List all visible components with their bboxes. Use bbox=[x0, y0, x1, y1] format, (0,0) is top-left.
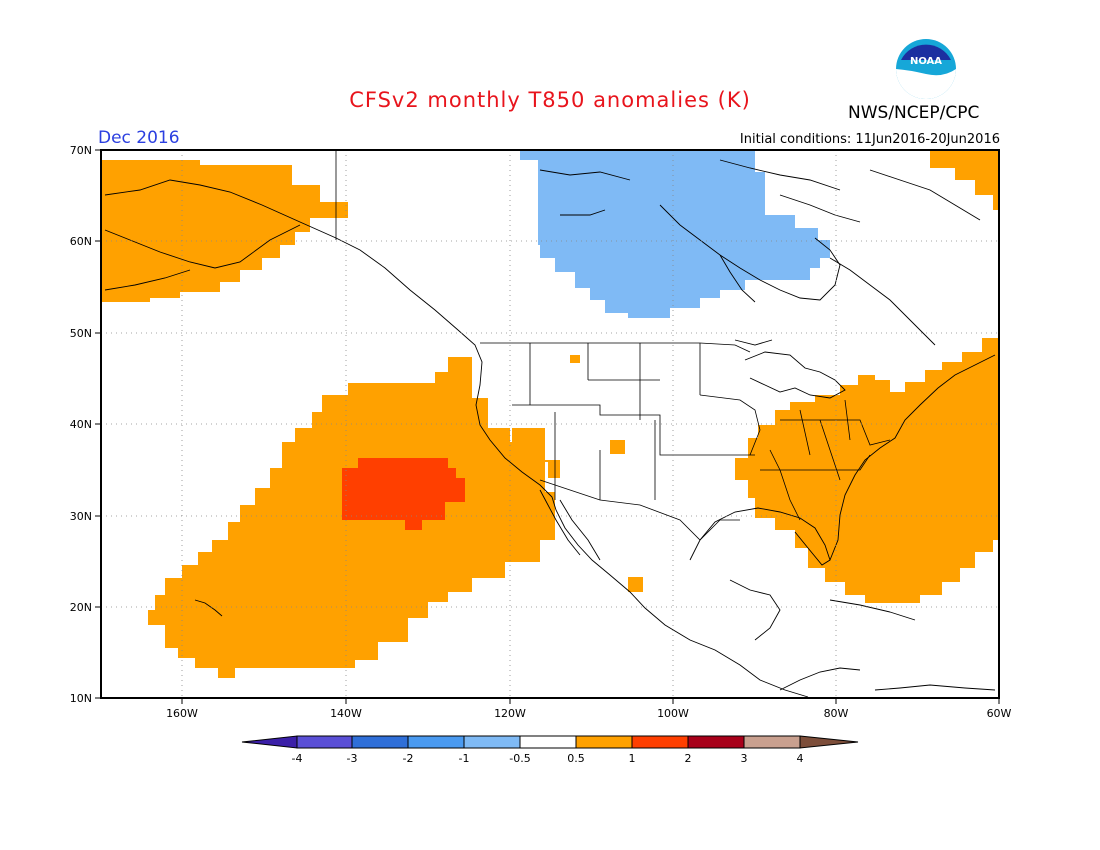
hot-anomaly-pacific bbox=[342, 458, 465, 530]
colorbar-swatch-4 bbox=[463, 735, 521, 749]
colorbar-swatch-8 bbox=[687, 735, 745, 749]
axis-ticks bbox=[95, 149, 1000, 704]
lon-label-160w: 160W bbox=[166, 707, 198, 720]
colorbar-label-2: 2 bbox=[685, 752, 692, 765]
colorbar-label-neg05: -0.5 bbox=[509, 752, 530, 765]
noaa-logo-text: NOAA bbox=[910, 56, 942, 67]
warm-patch-mexico bbox=[628, 577, 643, 592]
colorbar-label-1: 1 bbox=[629, 752, 636, 765]
warm-anomaly-alaska bbox=[101, 160, 348, 302]
lon-label-100w: 100W bbox=[657, 707, 689, 720]
political-borders bbox=[335, 150, 891, 541]
colorbar-swatch-3 bbox=[407, 735, 465, 749]
colorbar-label-neg1: -1 bbox=[459, 752, 470, 765]
lat-label-10n: 10N bbox=[70, 692, 92, 705]
warm-anomaly-atlantic bbox=[735, 338, 999, 603]
forecast-period: Dec 2016 bbox=[98, 128, 180, 148]
map-title: CFSv2 monthly T850 anomalies (K) bbox=[349, 88, 751, 112]
lon-label-120w: 120W bbox=[494, 707, 526, 720]
lat-label-30n: 30N bbox=[70, 510, 92, 523]
lat-label-20n: 20N bbox=[70, 601, 92, 614]
colorbar-swatch-6 bbox=[575, 735, 633, 749]
initial-conditions: Initial conditions: 11Jun2016-20Jun2016 bbox=[739, 132, 1000, 147]
lat-label-40n: 40N bbox=[70, 418, 92, 431]
colorbar-swatch-5 bbox=[519, 735, 577, 749]
colorbar-swatch-7 bbox=[631, 735, 689, 749]
colorbar-label-neg3: -3 bbox=[347, 752, 358, 765]
noaa-logo-icon: NOAA bbox=[896, 39, 956, 99]
lon-label-60w: 60W bbox=[987, 707, 1012, 720]
warm-anomaly-greenland bbox=[930, 150, 999, 210]
colorbar-swatch-9 bbox=[743, 735, 801, 749]
warm-patch-newmexico bbox=[610, 440, 625, 454]
warm-patch-idaho bbox=[570, 355, 580, 363]
colorbar bbox=[241, 735, 859, 749]
colorbar-label-05: 0.5 bbox=[567, 752, 585, 765]
colorbar-label-neg4: -4 bbox=[292, 752, 303, 765]
colorbar-label-neg2: -2 bbox=[403, 752, 414, 765]
colorbar-label-4: 4 bbox=[797, 752, 804, 765]
lat-label-60n: 60N bbox=[70, 235, 92, 248]
colorbar-label-3: 3 bbox=[741, 752, 748, 765]
lon-label-140w: 140W bbox=[330, 707, 362, 720]
lat-label-50n: 50N bbox=[70, 327, 92, 340]
warm-anomaly-southwest bbox=[512, 428, 560, 478]
lat-label-70n: 70N bbox=[70, 144, 92, 157]
lon-label-80w: 80W bbox=[824, 707, 849, 720]
colorbar-swatch-gt-4 bbox=[799, 735, 859, 749]
colorbar-swatch-2 bbox=[351, 735, 409, 749]
coastlines bbox=[104, 159, 996, 698]
colorbar-swatch-1 bbox=[296, 735, 353, 749]
colorbar-swatch-lt-4 bbox=[241, 735, 298, 749]
agency-label: NWS/NCEP/CPC bbox=[848, 103, 980, 123]
